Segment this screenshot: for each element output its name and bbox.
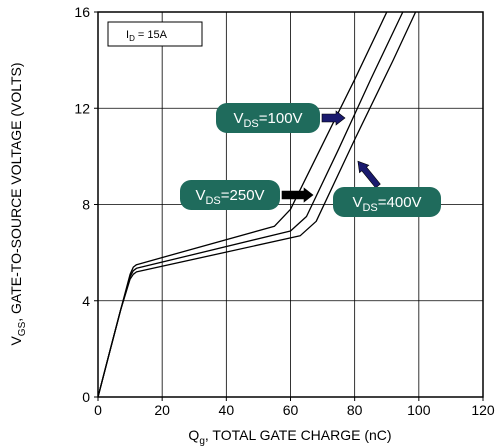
y-tick-label: 0 [82, 389, 90, 405]
label-pill [180, 180, 280, 210]
x-tick-label: 0 [94, 402, 102, 418]
y-tick-label: 4 [82, 293, 90, 309]
label-arrow [281, 187, 314, 203]
x-axis-title: Qg, TOTAL GATE CHARGE (nC) [188, 427, 391, 446]
series-label-3: VDS=400V [333, 160, 441, 217]
y-tick-label: 12 [74, 100, 90, 116]
label-text: VDS=400V [352, 194, 421, 214]
x-tick-label: 80 [347, 402, 363, 418]
label-text: VDS=100V [233, 110, 302, 130]
series-label-2: VDS=250V [180, 180, 314, 210]
y-axis-title: VGS, GATE-TO-SOURCE VOLTAGE (VOLTS) [8, 62, 28, 345]
x-tick-label: 40 [219, 402, 235, 418]
y-tick-label: 16 [74, 4, 90, 20]
x-tick-label: 20 [154, 402, 170, 418]
x-tick-label: 100 [407, 402, 431, 418]
series-line-3 [97, 11, 417, 398]
svg-text:ID = 15A: ID = 15A [126, 29, 168, 43]
label-pill [216, 103, 320, 133]
x-tick-label: 60 [283, 402, 299, 418]
label-pill [333, 187, 441, 217]
x-tick-label: 120 [471, 402, 495, 418]
series-label-1: VDS=100V [216, 103, 346, 133]
y-tick-label: 8 [82, 197, 90, 213]
curves [97, 11, 417, 398]
condition-box: ID = 15A [107, 21, 203, 47]
series-labels: VDS=100V VDS=250V VDS=400V [180, 103, 441, 217]
label-text: VDS=250V [195, 187, 264, 207]
label-arrow [321, 110, 346, 126]
tick-labels: 0 20 40 60 80 100 120 0 4 8 12 16 [74, 4, 494, 418]
label-arrow [357, 160, 381, 189]
